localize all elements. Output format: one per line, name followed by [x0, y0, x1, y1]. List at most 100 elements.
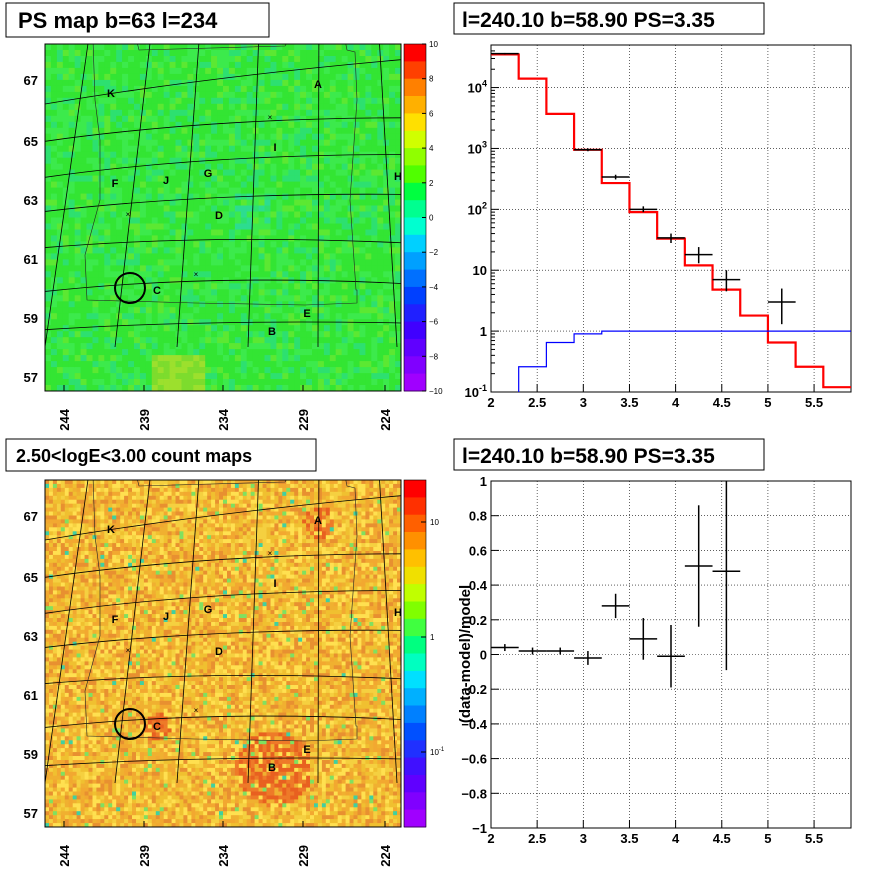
latitude-line	[45, 59, 401, 105]
source-label-k: K	[107, 524, 115, 536]
latitude-line	[45, 279, 401, 292]
x-tick-label-239: 239	[137, 845, 152, 867]
colorbar-label: 0	[429, 214, 434, 223]
colorbar-cell	[404, 148, 426, 166]
colorbar-cell	[404, 653, 426, 672]
x-tick-label-5: 5	[764, 395, 771, 410]
colorbar-cell	[404, 757, 426, 776]
y-tick-label: −0.8	[461, 786, 487, 801]
background-step-line	[518, 330, 851, 392]
source-label-i: I	[273, 142, 276, 154]
colorbar-cell	[404, 532, 426, 550]
y-tick-label: 0.2	[469, 613, 487, 628]
colorbar-cell	[404, 96, 426, 114]
colorbar-cell	[404, 165, 426, 184]
colorbar-cell	[404, 304, 426, 323]
y-tick-label-65: 65	[24, 134, 38, 149]
colorbar-cell	[404, 601, 426, 620]
spectrum-title: l=240.10 b=58.90 PS=3.35	[462, 9, 715, 32]
colorbar-cell	[404, 722, 426, 741]
x-tick-label-4.5: 4.5	[713, 831, 731, 846]
source-label-h: H	[394, 607, 402, 619]
x-tick-label-3.5: 3.5	[620, 395, 638, 410]
colorbar-cell	[404, 566, 426, 585]
source-label-k: K	[107, 88, 115, 100]
colorbar-cell	[404, 200, 426, 219]
region-outline	[84, 480, 358, 742]
longitude-line	[114, 44, 151, 348]
ps-map-axis-ticks: 244 239 234 229 224 67 65 63 61 59 57	[24, 73, 393, 431]
colorbar-cell	[404, 338, 426, 357]
y-tick-label: 0.4	[469, 578, 488, 593]
x-tick-label-229: 229	[296, 845, 311, 867]
longitude-line	[379, 44, 398, 348]
longitude-line	[247, 44, 259, 348]
x-tick-label-3: 3	[580, 831, 587, 846]
x-tick-label-2: 2	[487, 395, 494, 410]
source-marker: ×	[194, 270, 199, 279]
latitude-line	[45, 238, 401, 248]
colorbar-label: −6	[429, 318, 439, 327]
latitude-line	[45, 193, 401, 212]
colorbar-cell	[404, 321, 426, 340]
source-label-e: E	[303, 744, 310, 756]
y-tick-label-63: 63	[24, 629, 38, 644]
longitude-line	[317, 480, 320, 784]
x-tick-label-234: 234	[216, 408, 231, 430]
source-label-j: J	[163, 611, 169, 623]
ps-map-pixels	[45, 44, 401, 391]
y-tick-label-63: 63	[24, 193, 38, 208]
source-label-d: D	[215, 646, 223, 658]
ps-map-coordinate-grid	[45, 44, 401, 348]
source-marker: ×	[126, 210, 131, 219]
model-step-line	[491, 53, 851, 389]
colorbar-cell	[404, 688, 426, 707]
colorbar-cell	[404, 61, 426, 80]
longitude-line	[317, 44, 320, 348]
y-tick-label-59: 59	[24, 311, 38, 326]
y-tick-label: 1	[480, 474, 487, 489]
y-tick-label-67: 67	[24, 73, 38, 88]
spectrum-title-box	[453, 2, 765, 35]
colorbar-label: 1	[430, 633, 435, 642]
y-tick-label: 0.8	[469, 509, 487, 524]
longitude-line	[247, 480, 259, 784]
source-label-a: A	[314, 79, 322, 91]
ps-map-source-labels: A B C D E F G H I J K × × ×	[107, 79, 402, 338]
residual-title: l=240.10 b=58.90 PS=3.35	[462, 445, 715, 468]
source-label-i: I	[273, 578, 276, 590]
residual-y-axis-label: (data-model)/model	[457, 585, 474, 723]
longitude-line	[176, 480, 200, 784]
colorbar-cell	[404, 497, 426, 516]
latitude-line	[45, 757, 401, 767]
colorbar-label: −10	[429, 387, 443, 396]
colorbar-cell	[404, 480, 426, 498]
source-label-d: D	[215, 210, 223, 222]
colorbar-cell	[404, 217, 426, 236]
colorbar-label: 10-1	[430, 747, 445, 757]
y-tick-label: 102	[468, 200, 487, 217]
colorbar-label: −8	[429, 352, 439, 361]
source-label-c: C	[153, 285, 161, 297]
x-tick-label-5.5: 5.5	[805, 831, 823, 846]
y-tick-label: −1	[472, 821, 487, 836]
colorbar-cell	[404, 252, 426, 271]
y-tick-label-57: 57	[24, 370, 38, 385]
residual-plot: 2 2.5 3 3.5 4 4.5 5 5.5 1 0.8 0.6 0.4 0.2 0 −0.2 −0.4 −0…	[461, 474, 852, 846]
latitude-line	[45, 321, 401, 331]
count-map-source-labels: A B C D E F G H I J K × × ×	[107, 515, 402, 774]
longitude-line	[176, 44, 200, 348]
latitude-line	[45, 629, 401, 648]
x-tick-label-4: 4	[672, 831, 680, 846]
spectrum-panel: l=240.10 b=58.90 PS=3.35 2 2.5 3 3.5 4 4.5 5 5.…	[453, 2, 852, 410]
y-tick-label-65: 65	[24, 570, 38, 585]
colorbar-cell	[404, 44, 426, 62]
x-tick-label-5: 5	[764, 831, 771, 846]
colorbar-label: −2	[429, 248, 439, 257]
y-tick-label: 104	[468, 79, 487, 96]
colorbar-cell	[404, 792, 426, 811]
x-tick-label-2.5: 2.5	[528, 395, 546, 410]
source-label-e: E	[303, 308, 310, 320]
y-tick-label: −0.6	[461, 752, 487, 767]
